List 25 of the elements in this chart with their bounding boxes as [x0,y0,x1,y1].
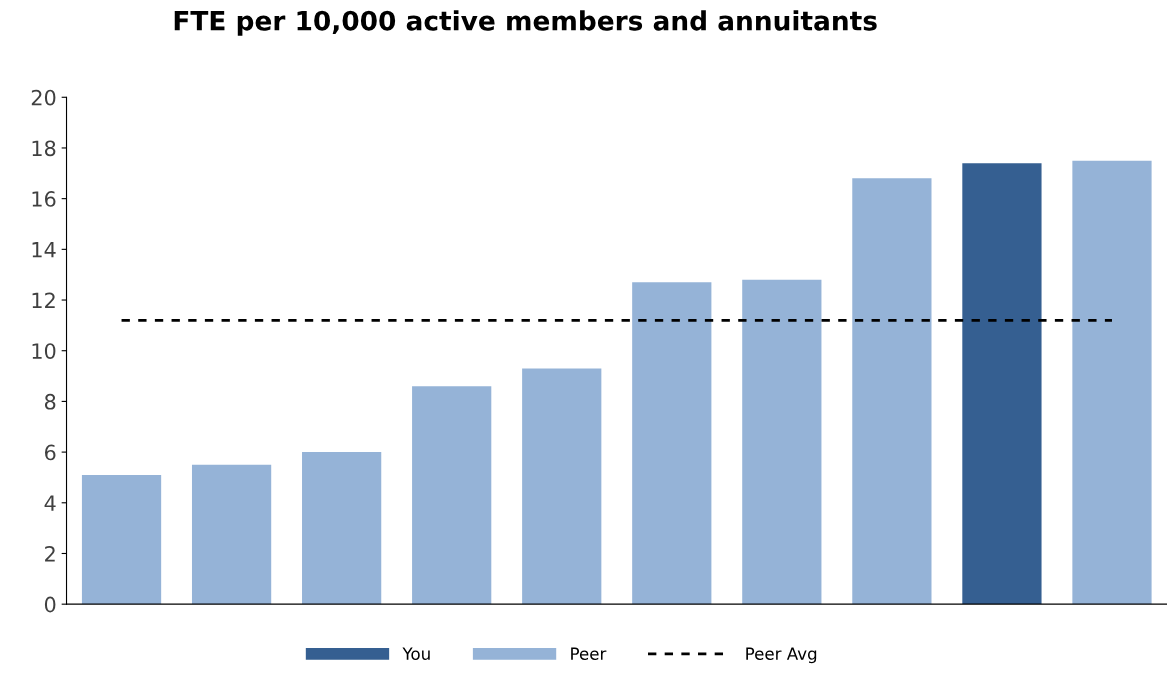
bar [742,279,822,605]
bar [191,464,272,605]
y-tick-label: 8 [44,393,56,410]
bar [412,386,492,605]
bar [1072,160,1152,605]
legend-label: Peer Avg [746,647,817,664]
y-tick-label: 2 [45,545,55,562]
y-tick-label: 0 [44,596,56,613]
bar [302,452,382,605]
bar [522,368,602,605]
bar [81,474,162,605]
chart-title: FTE per 10,000 active members and annuitants [174,10,877,36]
legend-label: Peer [571,647,607,660]
bar [962,163,1042,605]
y-tick-label: 14 [32,242,56,258]
y-tick-label: 10 [32,343,56,359]
y-tick-label: 18 [32,140,56,157]
y-tick-label: 16 [32,191,56,207]
bar [852,178,932,605]
legend-label: You [402,647,430,660]
y-tick-label: 20 [31,89,56,106]
y-tick-label: 6 [45,444,56,461]
y-tick-label: 12 [32,292,55,308]
y-tick-label: 4 [44,495,56,511]
bar [632,282,712,605]
